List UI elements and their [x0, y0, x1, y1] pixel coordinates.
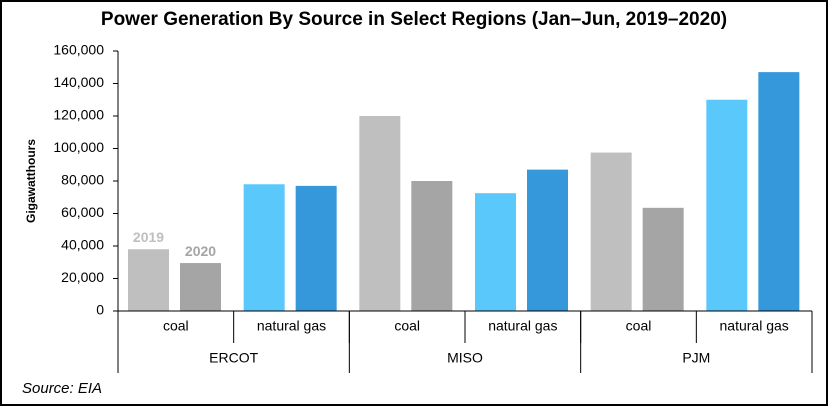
y-axis-label: Gigawatthours: [24, 139, 38, 223]
y-tick-label: 20,000: [61, 269, 104, 285]
y-tick-label: 100,000: [53, 139, 104, 155]
series-label: 2020: [185, 243, 216, 259]
group-label: MISO: [447, 350, 483, 366]
y-tick-label: 0: [96, 302, 104, 318]
y-tick-label: 80,000: [61, 172, 104, 188]
y-tick-label: 120,000: [53, 107, 104, 123]
y-tick-label: 60,000: [61, 204, 104, 220]
y-tick-label: 40,000: [61, 237, 104, 253]
x-tick-label: coal: [626, 318, 652, 334]
x-tick-label: coal: [394, 318, 420, 334]
bar: [527, 169, 568, 311]
bar: [128, 249, 169, 311]
bar: [758, 72, 800, 311]
y-tick-label: 160,000: [53, 42, 104, 58]
x-tick-label: natural gas: [488, 318, 557, 334]
x-tick-label: natural gas: [720, 318, 789, 334]
chart-title: Power Generation By Source in Select Reg…: [101, 9, 727, 30]
series-label: 2019: [133, 229, 164, 245]
bar: [706, 99, 748, 311]
x-tick-label: coal: [163, 318, 189, 334]
bar: [180, 263, 221, 311]
bar: [642, 207, 684, 311]
bar: [359, 116, 401, 311]
bar: [295, 185, 337, 311]
y-tick-label: 140,000: [53, 74, 104, 90]
x-tick-label: natural gas: [257, 318, 326, 334]
group-label: ERCOT: [209, 350, 258, 366]
source: Source: EIA: [22, 380, 102, 397]
bar: [411, 181, 453, 311]
bar: [590, 152, 632, 311]
bar: [243, 184, 285, 311]
bar: [475, 193, 516, 311]
group-label: PJM: [682, 350, 710, 366]
